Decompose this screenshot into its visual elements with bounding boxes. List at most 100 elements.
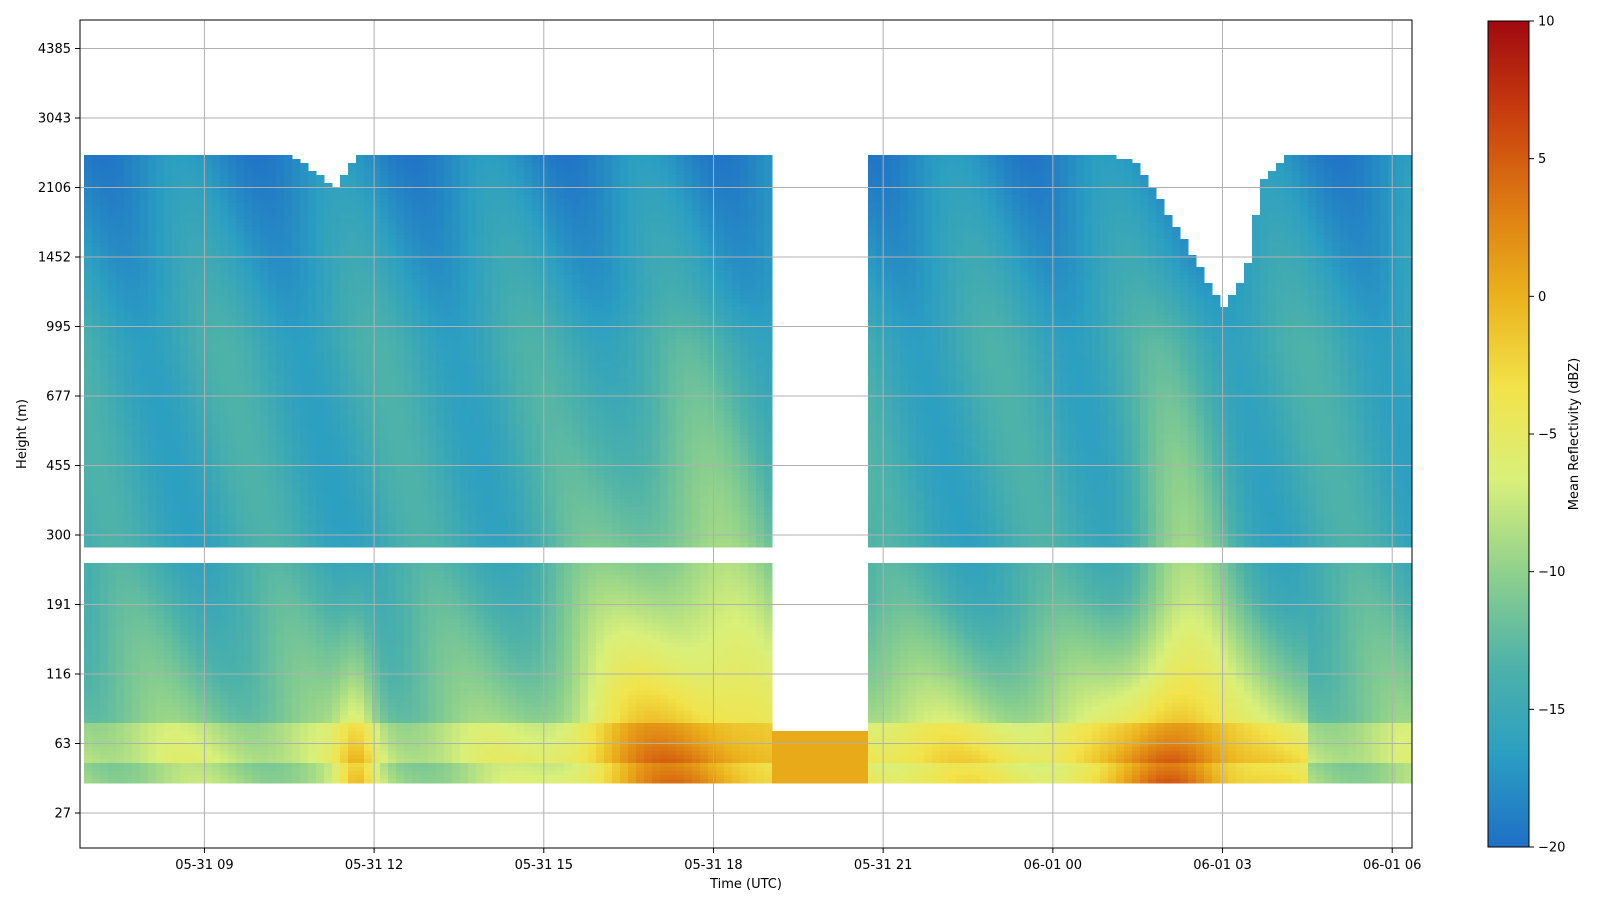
heatmap-cell — [172, 563, 181, 568]
heatmap-cell — [324, 307, 333, 312]
heatmap-cell — [324, 699, 333, 704]
heatmap-cell — [212, 275, 221, 280]
heatmap-cell — [148, 199, 157, 204]
heatmap-cell — [220, 727, 229, 732]
heatmap-cell — [172, 467, 181, 472]
heatmap-cell — [148, 203, 157, 208]
heatmap-cell — [116, 303, 125, 308]
heatmap-cell — [324, 735, 333, 740]
heatmap-cell — [244, 175, 253, 180]
heatmap-cell — [252, 611, 261, 616]
heatmap-cell — [188, 327, 197, 332]
heatmap-cell — [276, 315, 285, 320]
heatmap-cell — [148, 679, 157, 684]
heatmap-cell — [292, 571, 301, 576]
heatmap-cell — [100, 231, 109, 236]
heatmap-cell — [140, 483, 149, 488]
heatmap-cell — [292, 247, 301, 252]
heatmap-cell — [100, 347, 109, 352]
heatmap-cell — [172, 231, 181, 236]
heatmap-cell — [228, 675, 237, 680]
heatmap-cell — [276, 475, 285, 480]
heatmap-cell — [108, 571, 117, 576]
heatmap-cell — [108, 179, 117, 184]
heatmap-cell — [180, 163, 189, 168]
heatmap-cell — [116, 219, 125, 224]
heatmap-cell — [172, 779, 181, 784]
heatmap-cell — [308, 335, 317, 340]
heatmap-cell — [316, 459, 325, 464]
heatmap-cell — [244, 363, 253, 368]
heatmap-cell — [172, 671, 181, 676]
heatmap-cell — [252, 227, 261, 232]
heatmap-cell — [268, 483, 277, 488]
heatmap-cell — [220, 699, 229, 704]
heatmap-cell — [148, 651, 157, 656]
heatmap-cell — [140, 307, 149, 312]
heatmap-cell — [172, 459, 181, 464]
heatmap-cell — [180, 443, 189, 448]
heatmap-cell — [212, 639, 221, 644]
heatmap-cell — [212, 459, 221, 464]
heatmap-cell — [140, 375, 149, 380]
heatmap-cell — [100, 399, 109, 404]
heatmap-cell — [172, 259, 181, 264]
heatmap-cell — [188, 251, 197, 256]
heatmap-cell — [316, 731, 325, 736]
heatmap-cell — [308, 367, 317, 372]
heatmap-cell — [100, 683, 109, 688]
heatmap-cell — [300, 583, 309, 588]
heatmap-cell — [108, 411, 117, 416]
heatmap-cell — [228, 271, 237, 276]
heatmap-cell — [276, 719, 285, 724]
heatmap-cell — [212, 375, 221, 380]
heatmap-cell — [164, 195, 173, 200]
heatmap-cell — [140, 567, 149, 572]
heatmap-cell — [324, 335, 333, 340]
heatmap-cell — [220, 239, 229, 244]
heatmap-cell — [124, 343, 133, 348]
heatmap-cell — [332, 211, 341, 216]
heatmap-cell — [252, 499, 261, 504]
heatmap-cell — [300, 771, 309, 776]
heatmap-cell — [276, 579, 285, 584]
heatmap-cell — [340, 567, 349, 572]
heatmap-cell — [148, 739, 157, 744]
heatmap-cell — [252, 363, 261, 368]
heatmap-cell — [132, 319, 141, 324]
heatmap-cell — [228, 227, 237, 232]
heatmap-cell — [156, 691, 165, 696]
heatmap-cell — [228, 535, 237, 540]
heatmap-cell — [132, 707, 141, 712]
heatmap-cell — [132, 471, 141, 476]
heatmap-cell — [188, 459, 197, 464]
heatmap-cell — [284, 719, 293, 724]
heatmap-cell — [204, 211, 213, 216]
heatmap-cell — [236, 679, 245, 684]
heatmap-cell — [268, 539, 277, 544]
heatmap-cell — [84, 567, 93, 572]
heatmap-cell — [276, 727, 285, 732]
heatmap-cell — [156, 367, 165, 372]
heatmap-cell — [100, 459, 109, 464]
heatmap-cell — [196, 539, 205, 544]
heatmap-cell — [204, 499, 213, 504]
heatmap-cell — [188, 231, 197, 236]
heatmap-cell — [116, 639, 125, 644]
heatmap-cell — [284, 155, 293, 160]
heatmap-cell — [196, 759, 205, 764]
heatmap-cell — [164, 535, 173, 540]
heatmap-cell — [244, 755, 253, 760]
heatmap-cell — [124, 603, 133, 608]
heatmap-cell — [92, 655, 101, 660]
heatmap-cell — [236, 727, 245, 732]
heatmap-cell — [156, 631, 165, 636]
heatmap-cell — [244, 387, 253, 392]
heatmap-cell — [284, 431, 293, 436]
heatmap-cell — [132, 243, 141, 248]
heatmap-cell — [332, 295, 341, 300]
heatmap-cell — [108, 439, 117, 444]
heatmap-cell — [268, 771, 277, 776]
heatmap-cell — [196, 607, 205, 612]
heatmap-cell — [220, 339, 229, 344]
